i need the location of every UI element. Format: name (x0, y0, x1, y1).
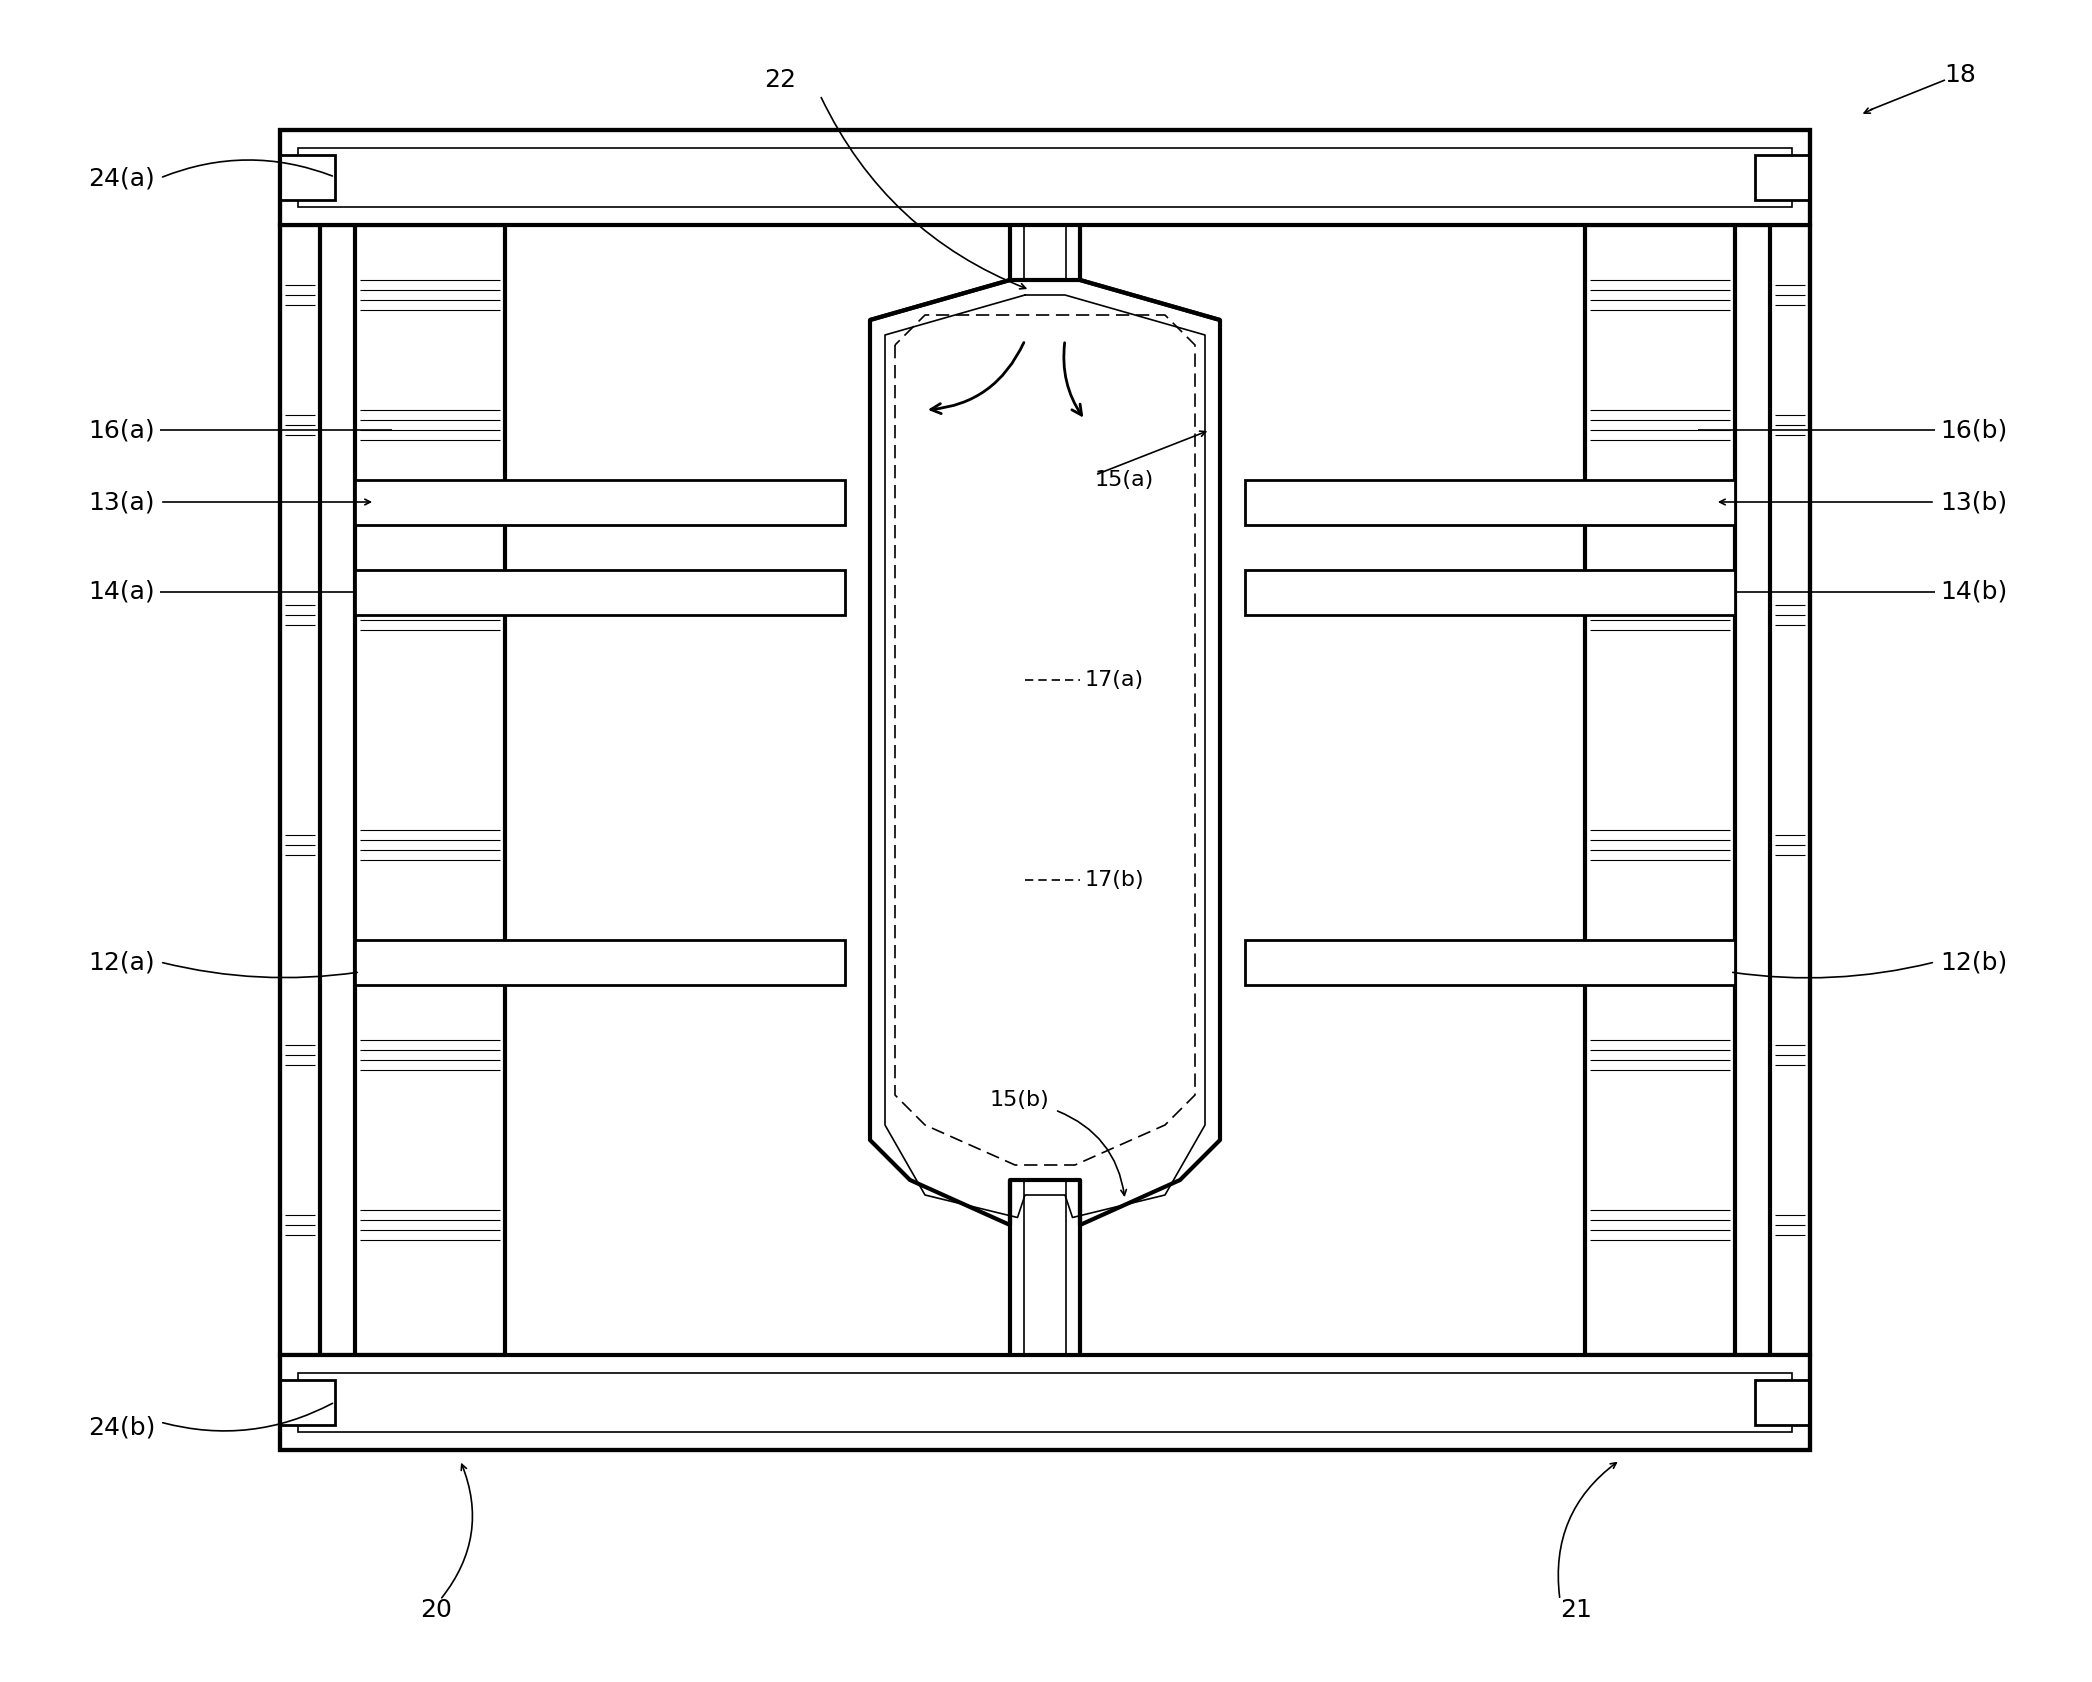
Text: 15(b): 15(b) (990, 1090, 1050, 1110)
Text: 16(b): 16(b) (1939, 419, 2006, 442)
Text: 22: 22 (764, 67, 795, 93)
Text: 13(a): 13(a) (88, 489, 155, 515)
Text: 18: 18 (1943, 62, 1977, 87)
Bar (280, 130, 1810, 1450)
Text: 16(a): 16(a) (88, 419, 155, 442)
Text: 17(b): 17(b) (1086, 870, 1144, 890)
Text: 15(a): 15(a) (1094, 469, 1155, 489)
Bar (280, 130, 1810, 225)
Bar (280, 1356, 1810, 1450)
Bar (1245, 940, 1734, 986)
Text: 21: 21 (1561, 1598, 1592, 1621)
Bar (1245, 479, 1734, 525)
Text: 13(b): 13(b) (1939, 489, 2006, 515)
Bar (280, 1379, 335, 1425)
Bar (1755, 155, 1810, 200)
Text: 24(a): 24(a) (88, 167, 155, 190)
Text: 12(b): 12(b) (1939, 950, 2006, 974)
Text: 24(b): 24(b) (88, 1415, 155, 1440)
Bar (1245, 570, 1734, 616)
FancyArrowPatch shape (1065, 343, 1082, 415)
Bar (297, 1373, 1793, 1431)
Text: 12(a): 12(a) (88, 950, 155, 974)
Bar (356, 479, 845, 525)
Text: 20: 20 (420, 1598, 452, 1621)
Bar (1755, 1379, 1810, 1425)
Text: 14(a): 14(a) (88, 580, 155, 604)
Text: 17(a): 17(a) (1086, 669, 1144, 690)
Bar (356, 570, 845, 616)
FancyArrowPatch shape (931, 343, 1023, 414)
Bar (356, 940, 845, 986)
Bar (280, 155, 335, 200)
Bar (280, 225, 504, 1356)
Bar (1586, 225, 1810, 1356)
Text: 14(b): 14(b) (1939, 580, 2006, 604)
Bar (297, 148, 1793, 207)
